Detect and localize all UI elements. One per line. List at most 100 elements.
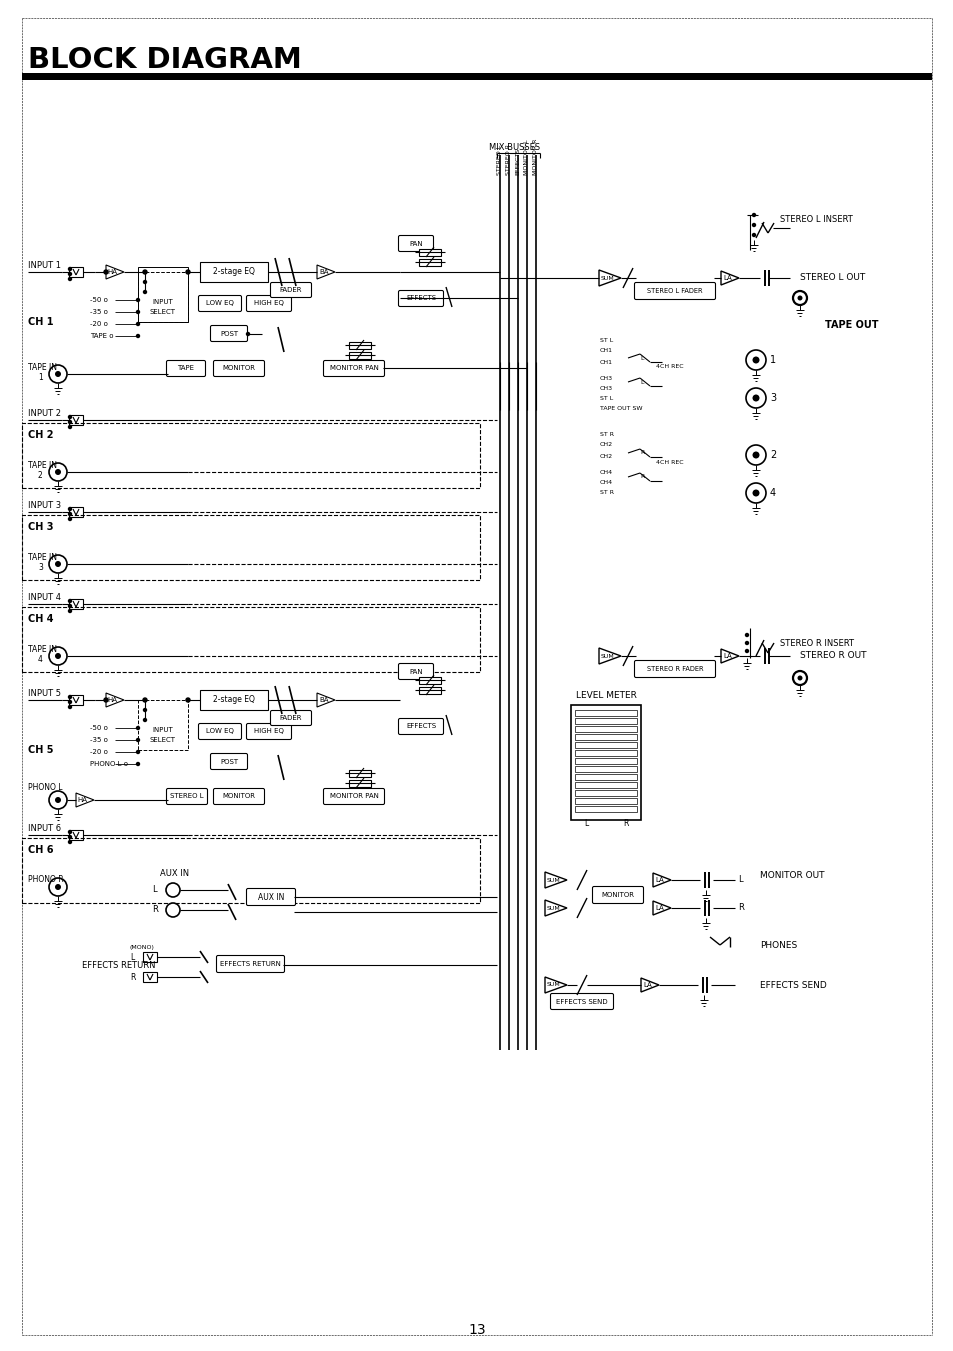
Bar <box>418 259 440 266</box>
Bar <box>575 725 637 732</box>
Circle shape <box>49 790 67 809</box>
Circle shape <box>752 223 755 227</box>
Text: MONITOR L: MONITOR L <box>524 139 529 176</box>
Text: INPUT 2: INPUT 2 <box>28 409 61 417</box>
Text: 3: 3 <box>38 563 43 573</box>
Text: STEREO L INSERT: STEREO L INSERT <box>780 216 852 224</box>
Circle shape <box>69 831 71 834</box>
Circle shape <box>49 878 67 896</box>
Circle shape <box>797 296 801 300</box>
Text: 4: 4 <box>38 655 43 665</box>
Text: BA: BA <box>318 269 328 276</box>
Bar <box>69 830 83 840</box>
Bar <box>349 770 371 777</box>
Text: CH3: CH3 <box>599 376 613 381</box>
FancyBboxPatch shape <box>198 724 241 739</box>
Circle shape <box>136 739 139 742</box>
Circle shape <box>55 884 61 890</box>
Circle shape <box>143 719 147 721</box>
Bar <box>143 952 157 962</box>
Circle shape <box>136 727 139 730</box>
Text: SUM: SUM <box>546 905 559 911</box>
FancyBboxPatch shape <box>398 719 443 735</box>
Text: STEREO R OUT: STEREO R OUT <box>800 651 865 661</box>
FancyBboxPatch shape <box>550 993 613 1009</box>
Circle shape <box>744 650 748 653</box>
Circle shape <box>136 299 139 301</box>
Text: INPUT 4: INPUT 4 <box>28 593 61 603</box>
Circle shape <box>69 273 71 276</box>
Text: SELECT: SELECT <box>150 738 175 743</box>
FancyBboxPatch shape <box>167 789 208 804</box>
Text: R: R <box>639 474 643 480</box>
Text: MONITOR PAN: MONITOR PAN <box>329 793 378 800</box>
Text: 1: 1 <box>38 373 43 382</box>
Text: MONITOR: MONITOR <box>222 366 255 372</box>
Circle shape <box>166 902 180 917</box>
Bar <box>22 607 479 671</box>
FancyBboxPatch shape <box>213 789 264 804</box>
Circle shape <box>55 653 61 659</box>
Text: INPUT: INPUT <box>152 299 173 305</box>
Text: -35 o: -35 o <box>90 738 108 743</box>
Circle shape <box>143 270 147 274</box>
Text: AUX IN: AUX IN <box>160 870 190 878</box>
Bar <box>22 423 479 488</box>
Text: 13: 13 <box>468 1323 485 1337</box>
Circle shape <box>752 489 759 497</box>
FancyBboxPatch shape <box>634 661 715 677</box>
Text: CH4: CH4 <box>599 481 613 485</box>
Text: TAPE OUT: TAPE OUT <box>824 320 878 330</box>
Text: LA: LA <box>642 982 652 988</box>
Text: HIGH EQ: HIGH EQ <box>253 300 284 307</box>
Text: L: L <box>639 355 643 361</box>
Text: PHONO R: PHONO R <box>28 875 64 885</box>
Text: HA: HA <box>77 797 88 802</box>
Text: 4CH REC: 4CH REC <box>656 459 683 465</box>
Circle shape <box>55 561 61 567</box>
FancyBboxPatch shape <box>592 886 643 904</box>
Bar <box>349 342 371 349</box>
Circle shape <box>69 512 71 516</box>
Text: ST L: ST L <box>599 396 613 400</box>
Circle shape <box>136 335 139 338</box>
Text: LA: LA <box>722 653 731 659</box>
Text: L: L <box>583 819 587 828</box>
Text: BLOCK DIAGRAM: BLOCK DIAGRAM <box>28 46 301 74</box>
Text: L: L <box>152 885 156 894</box>
Text: CH 5: CH 5 <box>28 744 53 755</box>
FancyBboxPatch shape <box>246 296 292 312</box>
Circle shape <box>752 357 759 363</box>
Text: STEREO L OUT: STEREO L OUT <box>800 273 864 282</box>
Circle shape <box>792 671 806 685</box>
Bar <box>575 750 637 757</box>
Text: CH1: CH1 <box>599 347 613 353</box>
Bar <box>418 249 440 255</box>
Circle shape <box>69 696 71 698</box>
Text: EFFECTS: EFFECTS <box>515 147 520 176</box>
FancyBboxPatch shape <box>198 296 241 312</box>
Bar <box>22 73 931 80</box>
Bar <box>575 790 637 796</box>
Text: MONITOR OUT: MONITOR OUT <box>760 870 823 880</box>
Circle shape <box>69 835 71 839</box>
Text: LOW EQ: LOW EQ <box>206 300 233 307</box>
Circle shape <box>744 642 748 644</box>
Circle shape <box>55 469 61 476</box>
Text: TAPE IN: TAPE IN <box>28 362 57 372</box>
Circle shape <box>143 281 147 284</box>
FancyBboxPatch shape <box>246 889 295 905</box>
Bar <box>200 262 268 282</box>
Text: TAPE IN: TAPE IN <box>28 461 57 470</box>
Bar <box>138 700 188 750</box>
Circle shape <box>69 420 71 423</box>
Text: R: R <box>639 450 643 455</box>
Bar <box>575 734 637 740</box>
Bar <box>575 758 637 765</box>
Circle shape <box>55 372 61 377</box>
Text: PAN: PAN <box>409 240 422 246</box>
Bar <box>418 688 440 694</box>
Text: STEREO L: STEREO L <box>497 145 502 176</box>
Circle shape <box>69 517 71 520</box>
Text: EFFECTS SEND: EFFECTS SEND <box>760 981 826 989</box>
